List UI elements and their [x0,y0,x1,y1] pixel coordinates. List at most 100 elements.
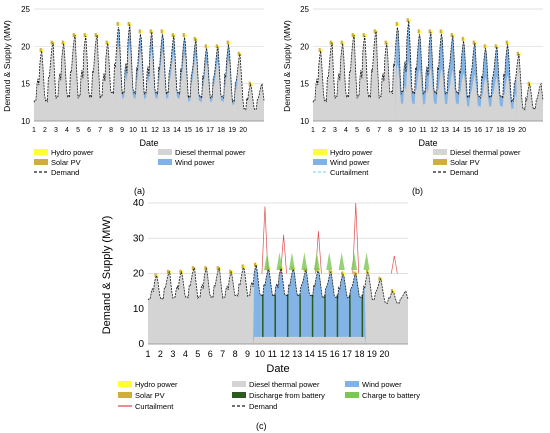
legend-label: Hydro power [330,148,373,157]
solar-mark [127,21,130,26]
y-tick-label: 0 [138,339,144,350]
hydro-mark [219,267,221,271]
curtailment-spike [390,255,398,274]
x-tick-label: 3 [170,349,175,359]
solar-mark [216,266,219,271]
hydro-mark [380,277,383,281]
solar-mark [461,36,464,41]
x-tick-label: 6 [366,127,370,134]
charge-mark [363,252,370,270]
curtailment-spike [261,206,269,274]
solar-mark [516,51,519,56]
legend-label: Wind power [175,158,215,167]
x-tick-label: 2 [322,127,326,134]
discharge-mark [262,294,264,337]
hydro-mark [240,52,242,56]
hydro-mark [181,270,184,274]
solar-mark [417,29,420,34]
x-tick-label: 5 [195,349,200,359]
hydro-mark [53,41,55,45]
solar-mark [494,44,497,49]
x-tick-label: 4 [65,127,69,134]
x-tick-label: 8 [233,349,238,359]
hydro-mark [343,41,345,45]
solar-mark [241,264,244,269]
solar-mark [105,40,108,45]
solar-mark [116,21,119,26]
solar-mark [154,273,157,278]
solar-mark [328,269,331,274]
hydro-mark [530,82,532,86]
discharge-mark [349,294,351,337]
x-tick-label: 19 [228,127,236,134]
legend-label: Wind power [362,380,402,389]
hydro-mark [141,30,143,34]
x-tick-label: 15 [463,127,471,134]
x-tick-label: 11 [419,127,426,134]
hydro-mark [365,34,367,38]
solar-mark [428,29,431,34]
legend-label: Demand [450,168,478,177]
solar-mark [61,40,64,45]
x-tick-label: 3 [54,127,58,134]
discharge-mark [361,294,364,337]
hydro-mark [243,265,246,269]
solar-mark [179,269,182,274]
wind-area [313,21,543,121]
legend-swatch [232,381,246,387]
hydro-mark [409,19,411,23]
x-tick-label: 10 [408,127,416,134]
x-tick-label: 1 [32,127,36,134]
solar-mark [329,40,332,45]
charge-mark [338,252,345,270]
hydro-mark [332,41,334,45]
legend-swatch [118,392,132,398]
legend-swatch [433,149,447,155]
y-tick-label: 20 [21,42,30,51]
solar-mark [72,33,75,38]
legend-swatch [158,149,172,155]
solar-mark [253,262,257,267]
solar-mark [237,51,240,56]
hydro-mark [464,37,466,41]
solar-mark [182,33,185,38]
legend-label: Charge to battery [362,391,420,400]
hydro-mark [156,274,159,278]
x-tick-label: 17 [485,127,493,134]
legend-swatch [118,381,132,387]
hydro-mark [393,290,395,294]
hydro-mark [519,52,521,56]
x-tick-label: 13 [162,127,170,134]
solar-mark [94,33,97,38]
wind-area [148,265,408,344]
x-tick-label: 16 [195,127,203,134]
caption-a: (a) [134,186,145,196]
x-tick-label: 19 [367,349,377,359]
x-tick-label: 1 [145,349,150,359]
solar-mark [373,29,376,34]
caption-c: (c) [256,421,267,431]
hydro-mark [231,270,234,274]
hydro-mark [387,41,389,45]
y-tick-label: 15 [300,80,309,89]
x-axis-title: Date [418,138,437,148]
legend-swatch [34,159,48,165]
solar-mark [390,289,394,294]
x-tick-label: 4 [344,127,348,134]
hydro-mark [331,270,333,274]
solar-mark [340,40,343,45]
x-axis-title: Date [139,138,158,148]
demand-line [312,20,544,111]
solar-mark [166,269,170,274]
solar-mark [39,48,42,53]
hydro-mark [163,30,165,34]
discharge-mark [324,294,326,337]
solar-mark [318,48,321,53]
solar-mark [191,266,194,271]
solar-mark [215,44,218,49]
x-tick-label: 5 [355,127,359,134]
hydro-mark [431,30,433,34]
solar-mark [351,33,354,38]
y-axis-title: Demand & Supply (MW) [282,20,292,112]
hydro-mark [174,34,176,38]
